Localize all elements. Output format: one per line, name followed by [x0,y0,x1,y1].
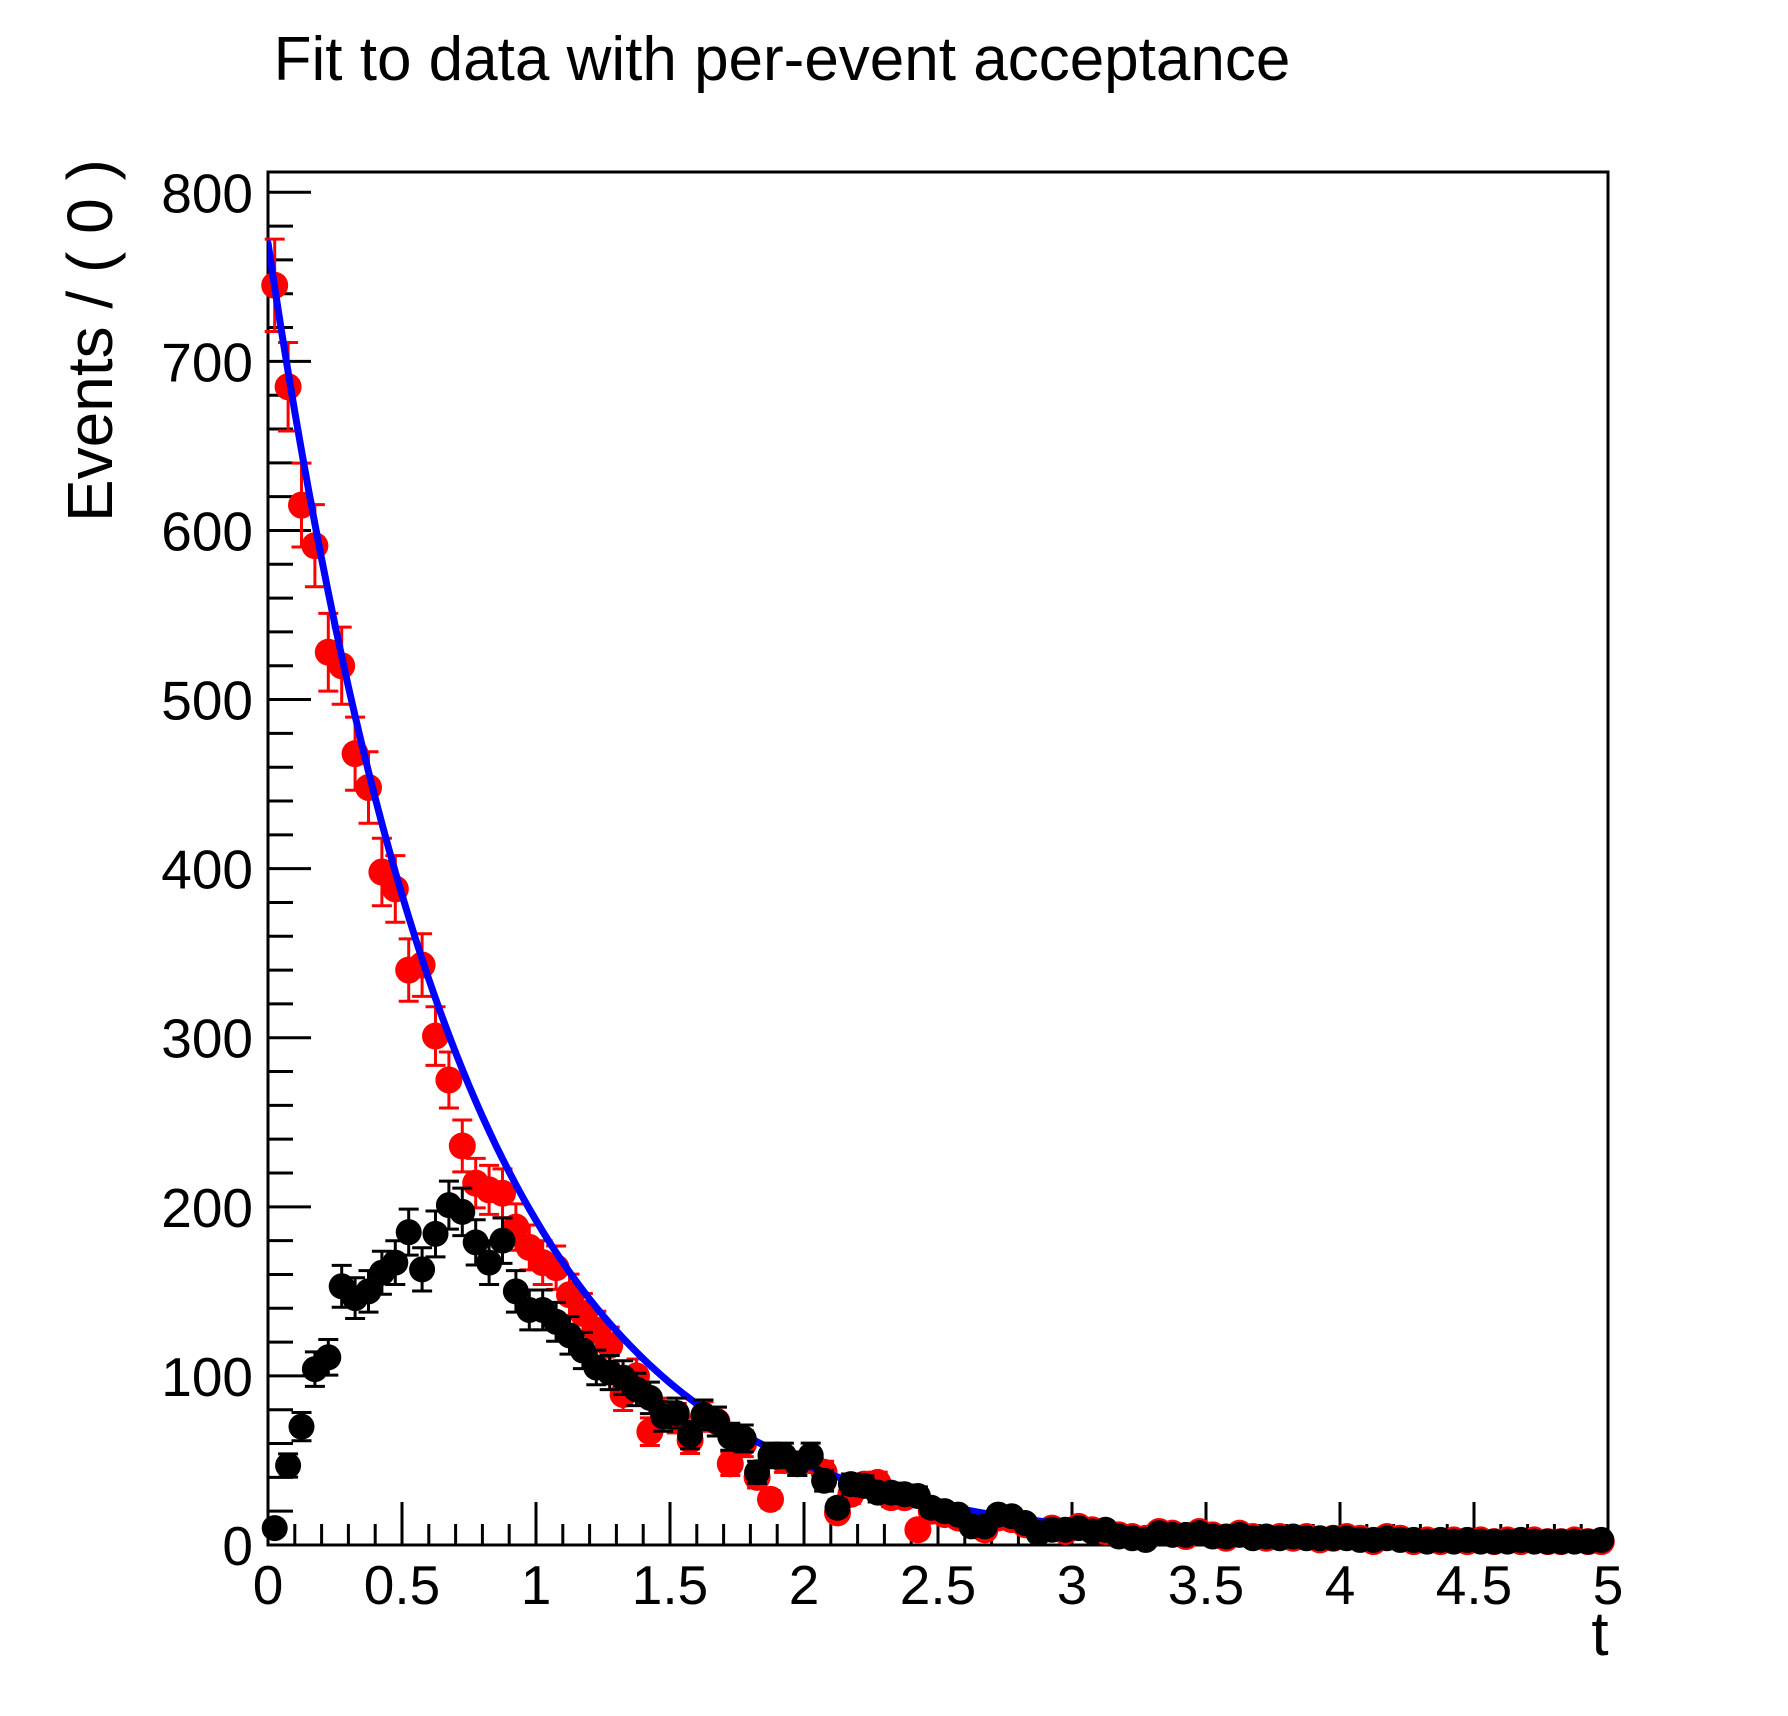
y-tick-label: 300 [161,1008,253,1070]
x-tick-label: 2.5 [900,1554,976,1616]
y-tick-label: 700 [161,331,253,393]
y-tick-label: 0 [222,1515,253,1577]
black-data-point [797,1442,824,1469]
y-tick-label: 200 [161,1177,253,1239]
red-data-point [448,1132,476,1160]
black-data-point [395,1219,422,1246]
x-axis-title: t [1591,1600,1608,1669]
black-data-point [409,1256,436,1283]
red-data-point [435,1066,463,1094]
black-data-point [1588,1526,1615,1553]
x-tick-label: 1 [521,1554,552,1616]
black-data-point [824,1494,851,1521]
x-tick-label: 0 [253,1554,284,1616]
black-data-point [476,1249,503,1276]
plot-title: Fit to data with per-event acceptance [274,25,1291,94]
red-data-point [596,1331,624,1359]
black-data-point [489,1227,516,1254]
black-data-point [422,1220,449,1247]
x-tick-label: 0.5 [364,1554,440,1616]
x-tick-label: 3.5 [1168,1554,1244,1616]
y-tick-label: 800 [161,162,253,224]
black-data-point [502,1278,529,1305]
y-tick-label: 600 [161,500,253,562]
red-data-point [757,1485,784,1513]
red-data-point [489,1179,516,1207]
x-tick-label: 4.5 [1436,1554,1512,1616]
black-data-point [288,1413,315,1440]
x-tick-label: 2 [789,1554,820,1616]
red-data-point [422,1022,449,1050]
y-axis-title: Events / ( 0 ) [54,159,126,522]
x-tick-label: 1.5 [632,1554,708,1616]
x-tick-label: 3 [1057,1554,1088,1616]
fit-curve [268,239,1608,1545]
plot-frame [266,170,1610,1547]
black-data-point [382,1249,409,1276]
data-series-red [261,237,1615,1556]
fit-curve-layer [268,239,1608,1545]
black-data-point [315,1344,342,1371]
black-data-point [462,1229,489,1256]
y-tick-label: 400 [161,839,253,901]
black-data-point [730,1425,757,1452]
red-data-point [904,1516,932,1544]
y-tick-label: 100 [161,1346,253,1408]
y-tick-label: 500 [161,670,253,732]
data-series-black [261,1179,1615,1555]
black-data-point [355,1278,382,1305]
black-data-point [636,1384,663,1411]
black-data-point [275,1452,302,1479]
black-data-point [663,1400,690,1427]
axes-frame: 0 100 200 300 400 500 600 700 800 0 0.5 1 1.5 2 2.5 3 3.… [161,162,1623,1616]
x-tick-label: 4 [1325,1554,1356,1616]
black-data-point [261,1515,288,1542]
black-data-point [811,1467,838,1494]
x-tick-label: 5 [1593,1554,1624,1616]
